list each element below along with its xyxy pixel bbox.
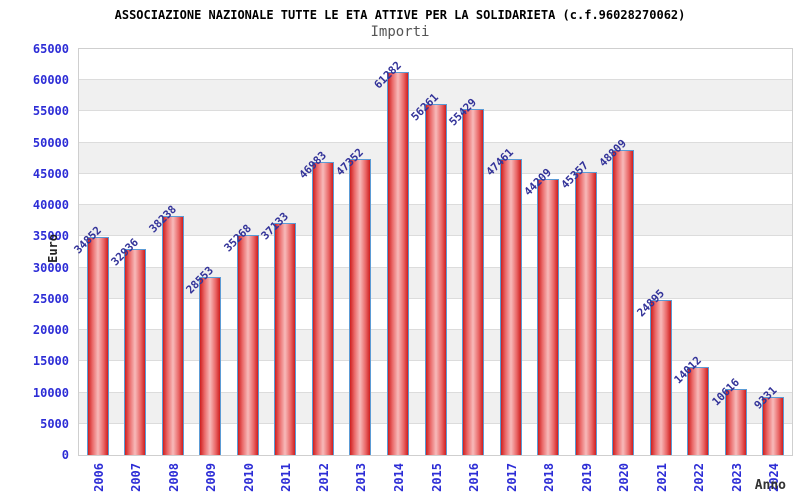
bar-2009 [199, 276, 222, 455]
x-tick-label-2007: 2007 [129, 463, 144, 492]
bar-2010 [236, 234, 259, 455]
chart-subtitle: Importi [370, 24, 430, 40]
bar-2008 [161, 216, 184, 455]
x-tick-label-2011: 2011 [279, 463, 294, 492]
x-tick-label-2012: 2012 [316, 463, 331, 492]
y-tick-label: 65000 [32, 42, 69, 56]
bar-2021 [649, 299, 672, 455]
x-tick-label-2021: 2021 [654, 463, 669, 492]
x-tick-label-2022: 2022 [692, 463, 707, 492]
bar-2018 [537, 178, 560, 455]
x-axis-title: Anno [754, 478, 786, 493]
bar-2012 [311, 161, 334, 455]
x-tick-label-2017: 2017 [504, 463, 519, 492]
y-tick-label: 10000 [32, 385, 69, 400]
y-tick-label: 0 [61, 448, 69, 462]
x-tick-label-2016: 2016 [467, 463, 482, 492]
y-tick-label: 40000 [32, 198, 69, 213]
x-tick-label-2006: 2006 [91, 463, 106, 492]
x-tick-label-2018: 2018 [542, 463, 557, 492]
bar-2006 [86, 237, 109, 455]
chart-title: ASSOCIAZIONE NAZIONALE TUTTE LE ETA ATTI… [114, 8, 686, 22]
bar-2016 [462, 108, 485, 455]
x-axis-ticks: 2006 2007 2008 2009 2010 2011 2012 2013 2014 2015… [78, 460, 793, 500]
y-tick-label: 50000 [32, 135, 69, 150]
bar-2013 [349, 159, 372, 455]
bar-2020 [612, 150, 635, 455]
y-axis-title: Euro [46, 234, 60, 263]
bar-2023 [724, 388, 747, 455]
x-tick-label-2020: 2020 [617, 463, 632, 492]
bar-2007 [124, 249, 147, 455]
y-tick-label: 15000 [32, 354, 69, 369]
x-tick-label-2010: 2010 [241, 463, 256, 492]
y-tick-label: 20000 [32, 323, 69, 338]
x-tick-label-2009: 2009 [204, 463, 219, 492]
y-tick-label: 5000 [40, 416, 69, 431]
bar-2019 [574, 171, 597, 455]
bar-2022 [687, 367, 710, 455]
x-tick-label-2008: 2008 [166, 463, 181, 492]
bar-2014 [386, 72, 409, 455]
x-tick-label-2023: 2023 [729, 463, 744, 492]
x-tick-label-2014: 2014 [391, 463, 406, 492]
x-tick-label-2015: 2015 [429, 463, 444, 492]
gridline [79, 79, 792, 81]
x-tick-label-2013: 2013 [354, 463, 369, 492]
y-tick-label: 25000 [32, 291, 69, 306]
bar-2024 [762, 396, 785, 455]
y-tick-label: 35000 [32, 229, 69, 244]
background-band [79, 49, 792, 81]
y-axis-ticks: 0 5000 10000 15000 20000 25000 30000 35000 40000… [0, 42, 74, 462]
y-tick-label: 60000 [32, 73, 69, 88]
bar-2017 [499, 158, 522, 455]
y-tick-label: 55000 [32, 104, 69, 119]
plot-area: 34852 32936 38238 28553 35268 37133 46983 47352… [71, 48, 793, 456]
x-tick-label-2019: 2019 [579, 463, 594, 492]
bar-2015 [424, 103, 447, 455]
y-tick-label: 30000 [32, 260, 69, 275]
y-tick-label: 45000 [32, 166, 69, 181]
bar-2011 [274, 223, 297, 455]
